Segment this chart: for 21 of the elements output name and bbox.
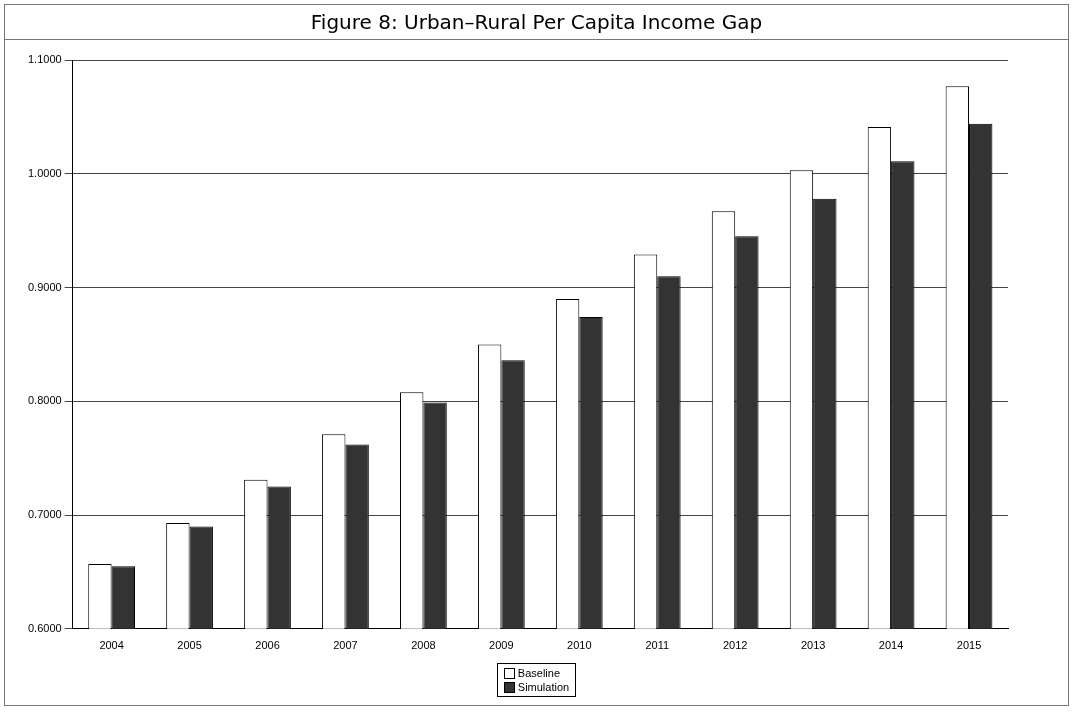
x-tick-label: 2015: [956, 639, 982, 652]
y-tick-label: 0.7000: [27, 508, 62, 521]
x-tick-label: 2011: [645, 639, 670, 652]
x-tick-label: 2014: [878, 639, 904, 652]
chart-title: Figure 8: Urban–Rural Per Capita Income Gap: [5, 5, 1068, 40]
x-tick-label: 2009: [489, 639, 514, 652]
x-tick-label: 2010: [567, 639, 592, 652]
x-tick-label: 2008: [411, 639, 436, 652]
y-tick-label: 1.1000: [27, 53, 62, 66]
y-tick-label: 0.8000: [27, 394, 62, 407]
y-tick-label: 1.0000: [27, 166, 62, 179]
x-tick-label: 2007: [333, 639, 358, 652]
y-tick-label: 0.6000: [27, 621, 62, 634]
x-tick-label: 2006: [255, 639, 280, 652]
x-tick-label: 2012: [722, 639, 748, 652]
x-tick-label: 2013: [800, 639, 826, 652]
y-tick-label: 0.9000: [27, 280, 62, 293]
x-tick-label: 2005: [177, 639, 202, 652]
x-tick-label: 2004: [99, 639, 124, 652]
legend-label: Simulation: [517, 680, 570, 694]
series-label: Baseline: [517, 666, 561, 680]
